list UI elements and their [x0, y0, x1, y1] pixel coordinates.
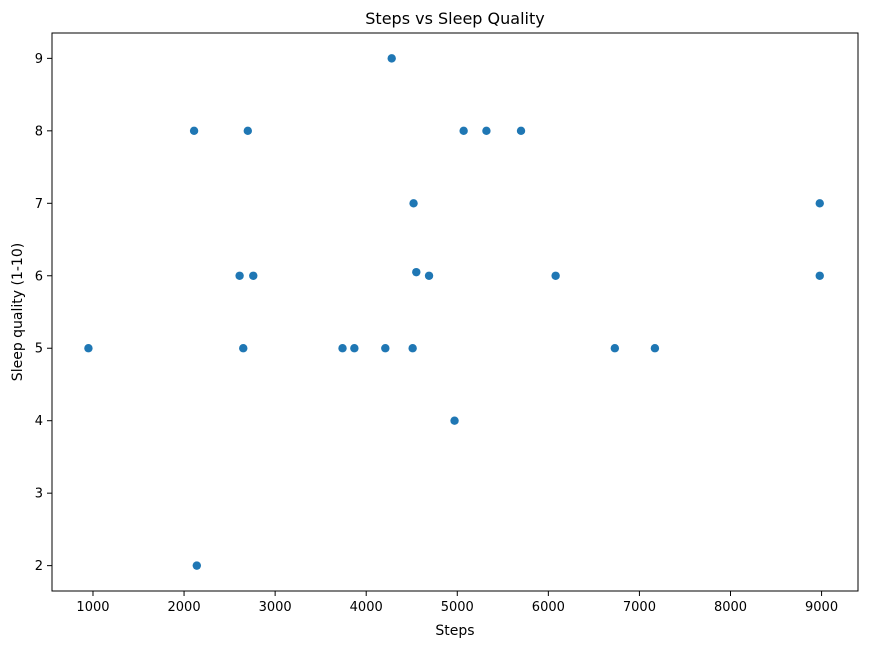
scatter-point: [243, 126, 253, 136]
scatter-point: [815, 271, 824, 280]
scatter-point: [408, 344, 417, 353]
x-tick-label: 1000: [76, 600, 109, 615]
scatter-point: [350, 344, 359, 353]
scatter-point: [450, 416, 459, 425]
y-tick-label: 2: [35, 559, 43, 574]
scatter-point: [610, 344, 620, 353]
y-tick-label: 5: [35, 342, 43, 357]
y-tick-label: 8: [35, 124, 43, 139]
scatter-point: [482, 126, 491, 136]
scatter-point: [84, 344, 93, 353]
scatter-point: [239, 344, 248, 353]
y-tick-label: 7: [35, 197, 43, 212]
scatter-point: [387, 54, 396, 63]
y-axis-label: Sleep quality (1-10): [10, 243, 26, 381]
scatter-point: [338, 344, 347, 353]
x-tick-label: 4000: [350, 600, 383, 615]
scatter-point: [551, 271, 560, 280]
scatter-point: [192, 561, 202, 570]
y-axis-ticks: 2 3 4 5 6 7 8 9: [35, 52, 52, 574]
scatter-point: [412, 267, 421, 277]
scatter-point: [815, 199, 824, 208]
scatter-point: [409, 199, 418, 208]
scatter-point: [459, 126, 468, 136]
chart-title: Steps vs Sleep Quality: [365, 9, 544, 28]
plot-area-frame: [51, 32, 859, 592]
x-tick-label: 3000: [259, 600, 292, 615]
scatter-point: [249, 271, 258, 280]
y-tick-label: 3: [35, 487, 43, 502]
x-axis-ticks: 1000 2000 3000 4000 5000 6000 7000 8000 9000: [76, 591, 838, 615]
x-tick-label: 6000: [532, 600, 565, 615]
x-axis-label: Steps: [435, 623, 474, 639]
y-tick-label: 4: [35, 414, 43, 429]
scatter-point: [424, 271, 434, 280]
scatter-point: [189, 126, 199, 136]
y-tick-label: 9: [35, 52, 43, 67]
x-tick-label: 5000: [441, 600, 474, 615]
x-tick-label: 9000: [805, 600, 838, 615]
scatter-point: [650, 344, 660, 353]
scatter-points: [84, 54, 824, 570]
scatter-point: [235, 271, 244, 280]
x-tick-label: 2000: [168, 600, 201, 615]
x-tick-label: 8000: [714, 600, 747, 615]
x-tick-label: 7000: [623, 600, 656, 615]
y-tick-label: 6: [35, 269, 43, 284]
scatter-point: [381, 344, 390, 353]
scatter-point: [516, 126, 526, 136]
